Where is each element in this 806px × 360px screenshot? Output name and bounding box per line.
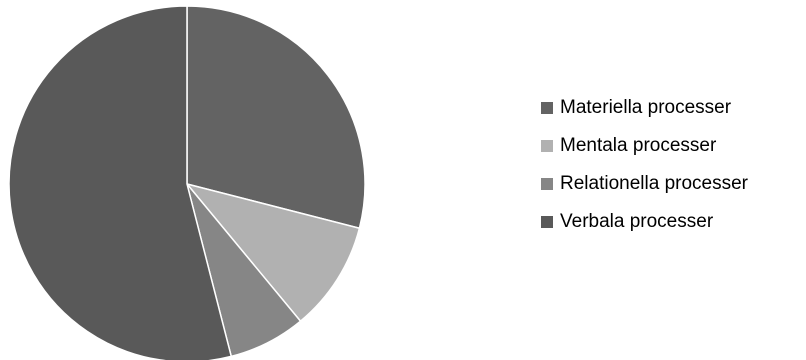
pie-slice-1 <box>186 5 366 230</box>
chart-legend: Materiella processer Mentala processer R… <box>541 96 748 248</box>
legend-label-mentala: Mentala processer <box>560 135 717 156</box>
pie-slice-4 <box>8 5 233 360</box>
legend-label-relationella: Relationella processer <box>560 173 748 194</box>
legend-item-verbala: Verbala processer <box>541 210 748 234</box>
legend-label-verbala: Verbala processer <box>560 211 714 232</box>
legend-item-relationella: Relationella processer <box>541 172 748 196</box>
legend-swatch-relationella <box>541 178 553 190</box>
legend-swatch-verbala <box>541 216 553 228</box>
legend-swatch-materiella <box>541 102 553 114</box>
legend-label-materiella: Materiella processer <box>560 97 732 118</box>
legend-item-materiella: Materiella processer <box>541 96 748 120</box>
pie-slice-2 <box>186 183 361 322</box>
legend-swatch-mentala <box>541 140 553 152</box>
legend-item-mentala: Mentala processer <box>541 134 748 158</box>
